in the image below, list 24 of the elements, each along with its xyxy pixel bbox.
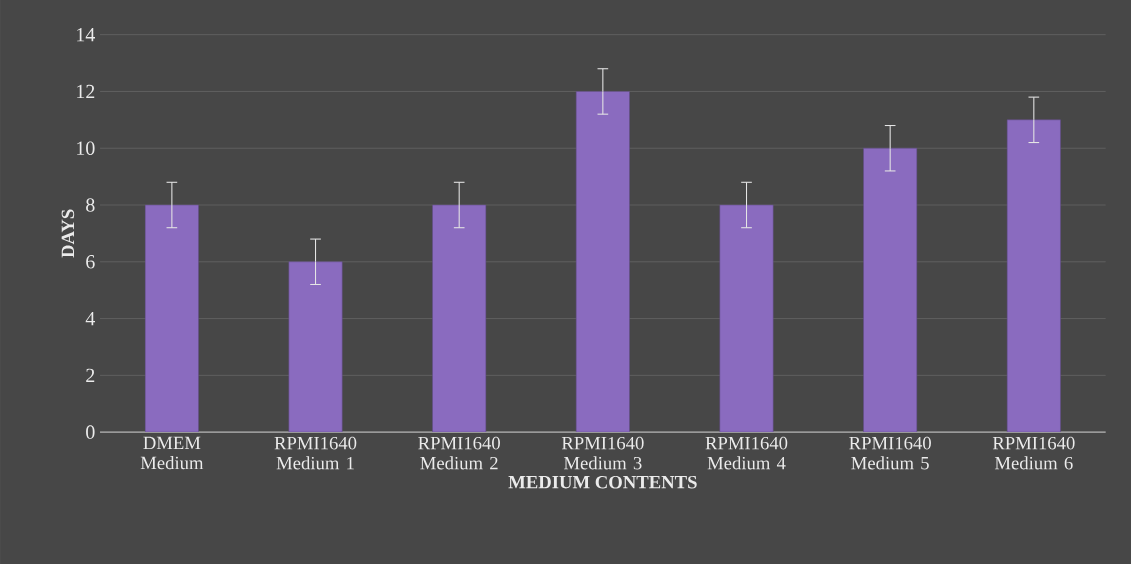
x-tick-label: RPMI1640 Medium 4 — [705, 436, 788, 470]
y-tick-label: 0 — [86, 425, 95, 439]
y-tick-label: 12 — [77, 84, 95, 98]
x-tick-label: RPMI1640 Medium 1 — [274, 436, 357, 470]
x-tick-label: RPMI1640 Medium 6 — [992, 436, 1075, 470]
x-tick-label: RPMI1640 Medium 3 — [561, 436, 644, 470]
x-axis-title: MEDIUM CONTENTS — [508, 475, 697, 489]
x-tick-label: RPMI1640 Medium 2 — [418, 436, 500, 470]
y-tick-label: 6 — [86, 254, 95, 269]
x-tick-label: DMEM Medium — [140, 436, 204, 470]
x-tick-label: RPMI1640 Medium 5 — [849, 436, 931, 470]
y-tick-label: 14 — [77, 28, 96, 42]
bar — [288, 261, 343, 433]
bar — [144, 204, 199, 433]
bar — [432, 204, 487, 433]
bar — [719, 204, 774, 433]
bar — [575, 91, 630, 433]
y-tick-label: 4 — [85, 311, 96, 326]
bar — [1006, 119, 1061, 433]
y-tick-label: 8 — [86, 198, 95, 212]
bar — [863, 147, 918, 433]
y-tick-label: 10 — [77, 141, 95, 155]
y-axis-title: DAYS — [61, 209, 75, 258]
y-tick-label: 2 — [86, 368, 95, 382]
